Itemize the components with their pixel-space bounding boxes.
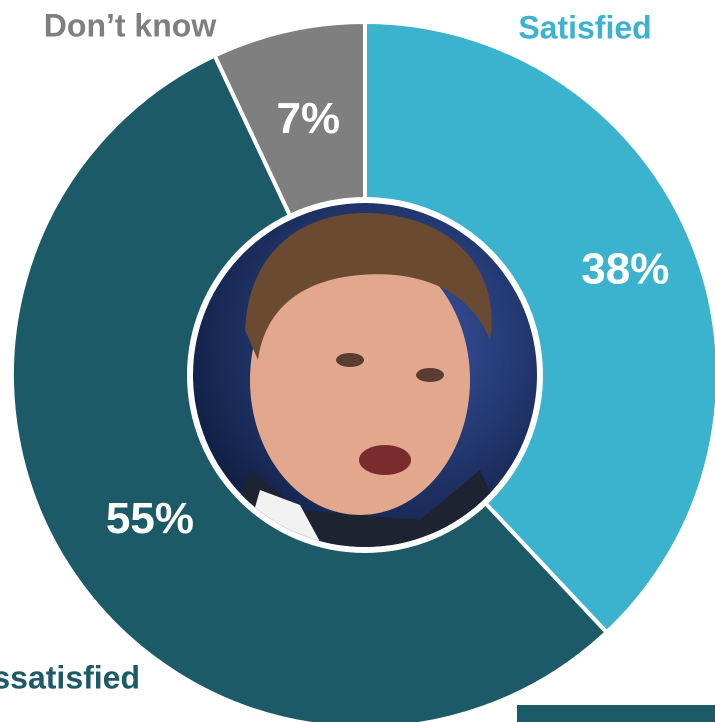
value-label: 55% (106, 494, 194, 543)
photo-eye (336, 353, 364, 367)
legend-label: Dissatisfied (0, 659, 140, 695)
value-label: 38% (581, 245, 669, 294)
value-label: 7% (276, 94, 340, 143)
photo-mouth (359, 445, 411, 475)
photo-eye (416, 368, 444, 382)
legend-label: Satisfied (518, 9, 651, 45)
slice (363, 19, 715, 636)
photo-face (250, 245, 470, 515)
legend-label: Don’t know (44, 7, 217, 43)
footer-bar (517, 705, 715, 722)
photo (187, 197, 543, 553)
photo-hair (245, 212, 492, 360)
labels: 38% Satisfied 55% Dissatisfied 7% Don’t know (0, 7, 669, 695)
